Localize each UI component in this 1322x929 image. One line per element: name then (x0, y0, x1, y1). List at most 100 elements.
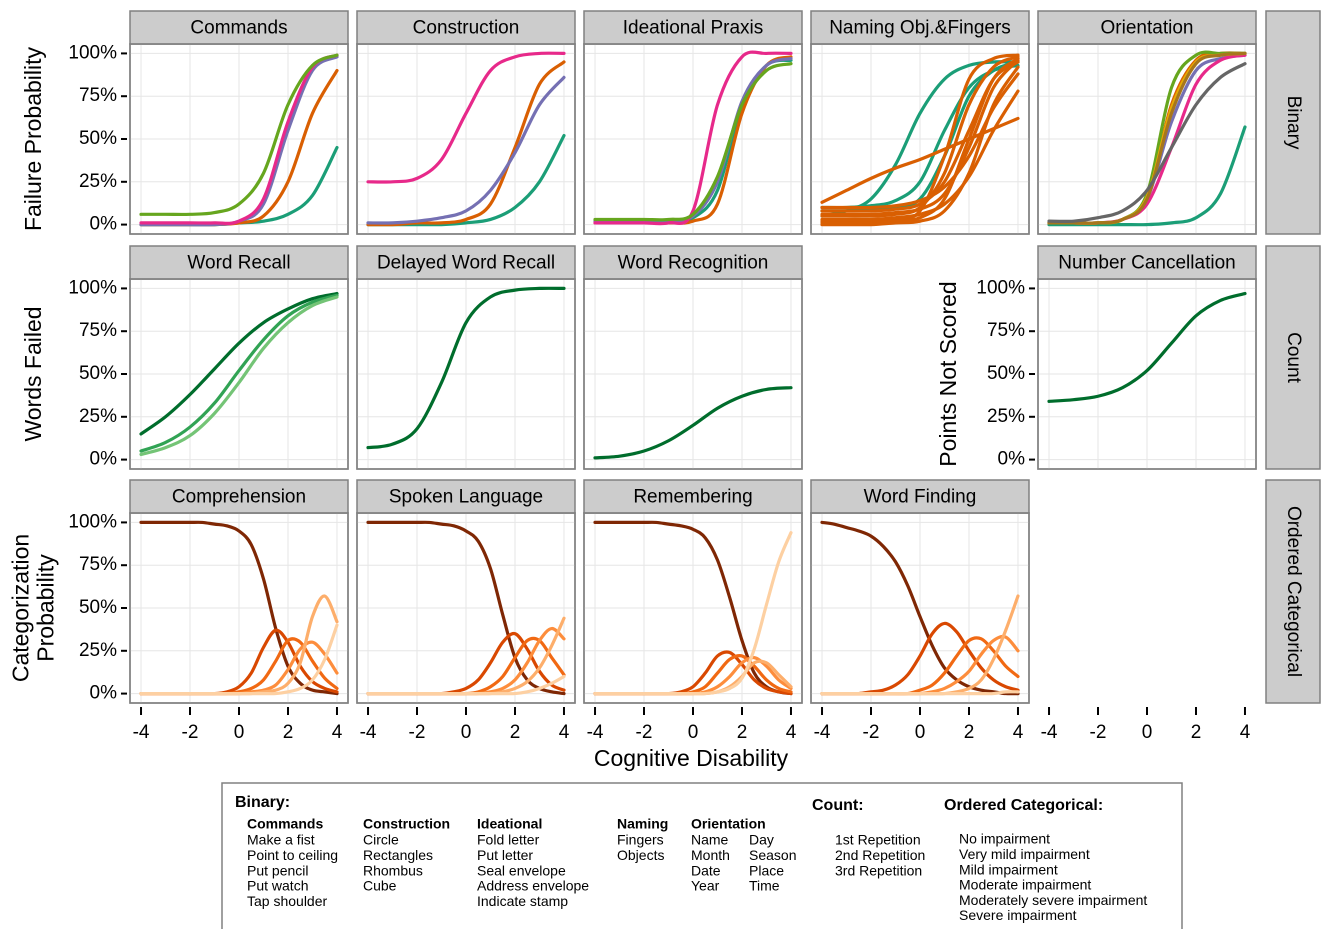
y-tick-label: 0% (90, 214, 118, 235)
panel-border (583, 43, 803, 235)
curve (820, 58, 1020, 217)
curve (593, 62, 793, 222)
curve (1047, 62, 1247, 224)
panel-border (129, 43, 349, 235)
legend-group-title: Naming (617, 816, 668, 832)
panel-border (1037, 43, 1257, 235)
curve (1047, 291, 1247, 403)
x-tick-label: 2 (737, 722, 748, 743)
curve (820, 72, 1020, 210)
row-strip (1265, 245, 1321, 470)
x-tick-label: 0 (461, 722, 472, 743)
panel-border (583, 278, 803, 470)
curve (1047, 51, 1247, 225)
y-axis-label: Probability (33, 554, 59, 662)
x-tick-label: 0 (915, 722, 926, 743)
panel-title: Commands (190, 18, 287, 39)
strip (356, 10, 576, 45)
curve (139, 53, 339, 217)
legend-item: Rhombus (363, 862, 423, 878)
x-tick-label: -4 (360, 722, 377, 743)
row-label: Count (1283, 332, 1304, 383)
curve (366, 286, 566, 450)
x-tick-label: -4 (1041, 722, 1058, 743)
legend-item: Place (749, 862, 784, 878)
x-tick-label: 0 (234, 722, 245, 743)
x-tick-label: 2 (283, 722, 294, 743)
panel-border (356, 512, 576, 704)
legend-box (221, 782, 1183, 929)
panel-title: Naming Obj.&Fingers (829, 18, 1011, 39)
strip (356, 245, 576, 280)
legend-item: Time (749, 878, 780, 894)
y-tick-label: 100% (68, 42, 117, 63)
x-tick-label: -4 (587, 722, 604, 743)
curve (820, 56, 1020, 225)
legend-item: Put watch (247, 878, 308, 894)
y-tick-label: 25% (987, 406, 1025, 427)
legend-item: Severe impairment (959, 907, 1077, 923)
panel-title: Delayed Word Recall (377, 253, 555, 274)
x-tick-label: 2 (964, 722, 975, 743)
strip (583, 10, 803, 45)
strip (129, 479, 349, 514)
legend-item: Year (691, 878, 720, 894)
y-tick-label: 50% (79, 597, 117, 618)
y-tick-label: 75% (987, 320, 1025, 341)
strip (583, 245, 803, 280)
legend-item: Rectangles (363, 847, 433, 863)
legend-group-title: Construction (363, 816, 450, 832)
y-axis-label: Points Not Scored (935, 281, 961, 466)
row-label: Ordered Categorical (1283, 506, 1304, 677)
y-tick-label: 50% (79, 128, 117, 149)
y-tick-label: 100% (68, 277, 117, 298)
curve (820, 116, 1020, 204)
x-tick-label: 4 (786, 722, 797, 743)
panel-border (1037, 278, 1257, 470)
curve (366, 674, 566, 696)
legend-group-title: Commands (247, 816, 323, 832)
strip (810, 10, 1030, 45)
y-tick-label: 75% (79, 554, 117, 575)
y-tick-label: 75% (79, 85, 117, 106)
y-tick-label: 0% (90, 683, 118, 704)
row-strip (1265, 479, 1321, 704)
row-label: Binary (1283, 96, 1304, 150)
legend-group-title: Ideational (477, 816, 542, 832)
legend-item: Moderately severe impairment (959, 892, 1147, 908)
panel-title: Construction (413, 18, 520, 39)
x-tick-label: -4 (133, 722, 150, 743)
legend-item: Put pencil (247, 862, 308, 878)
panel-title: Ideational Praxis (623, 18, 763, 39)
panel-border (356, 43, 576, 235)
y-tick-label: 25% (79, 640, 117, 661)
strip (1037, 10, 1257, 45)
x-tick-label: 4 (559, 722, 570, 743)
x-tick-label: -2 (1090, 722, 1107, 743)
legend-item: Fingers (617, 832, 664, 848)
legend-item: No impairment (959, 831, 1050, 847)
curve (593, 386, 793, 460)
y-tick-label: 0% (998, 449, 1026, 470)
legend-item: Fold letter (477, 832, 540, 848)
y-axis-label: Failure Probability (20, 46, 46, 231)
curve (366, 75, 566, 225)
x-tick-label: 4 (1240, 722, 1251, 743)
legend-item: Cube (363, 878, 397, 894)
legend-item: Name (691, 832, 729, 848)
curve (139, 293, 339, 453)
legend-item: Put letter (477, 847, 533, 863)
legend-item: Date (691, 862, 721, 878)
y-tick-label: 50% (987, 363, 1025, 384)
curve (139, 295, 339, 457)
curve (820, 89, 1020, 222)
legend-item: 2nd Repetition (835, 847, 925, 863)
x-tick-label: 2 (1191, 722, 1202, 743)
x-tick-label: 2 (510, 722, 521, 743)
legend-title: Binary: (235, 794, 290, 811)
curve (366, 51, 566, 184)
strip (356, 479, 576, 514)
y-tick-label: 100% (68, 511, 117, 532)
curve (139, 291, 339, 436)
